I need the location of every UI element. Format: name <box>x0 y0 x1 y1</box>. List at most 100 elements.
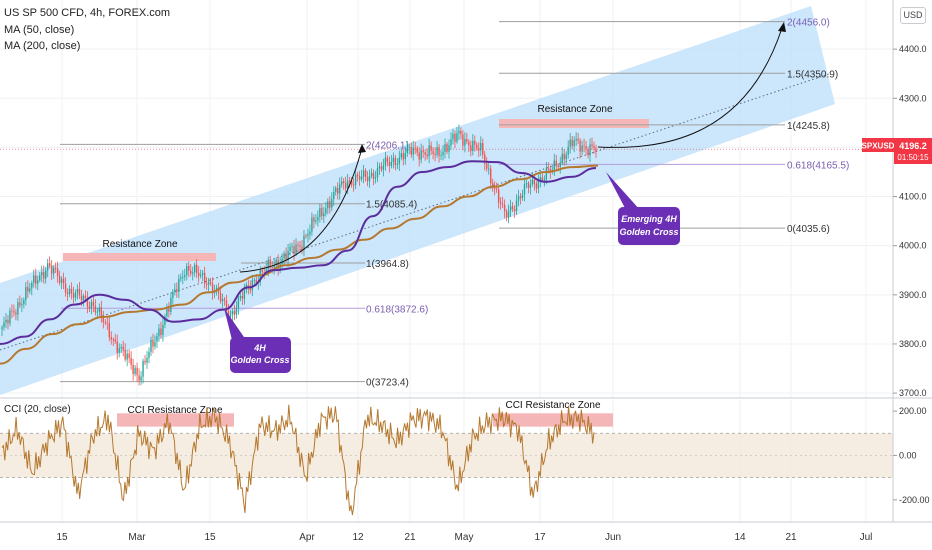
price-bar-body <box>120 346 122 349</box>
projection-curve-1 <box>239 147 363 273</box>
fib-upper-label: 0.618(4165.5) <box>787 160 849 171</box>
time-axis-label: Apr <box>299 532 315 543</box>
cci-axis-label: 200.00 <box>899 406 927 416</box>
golden-cross-callout <box>230 337 291 373</box>
fib-lower-label: 0(3723.4) <box>366 378 409 389</box>
price-bar-body <box>273 265 275 268</box>
price-bar-body <box>350 181 353 185</box>
price-bar-body <box>364 170 367 178</box>
price-bar-body <box>92 301 95 306</box>
price-bar-body <box>585 146 587 149</box>
price-bar-body <box>484 154 486 164</box>
price-bar-body <box>35 275 37 284</box>
price-bar-body <box>368 176 371 182</box>
cci-resistance-zone-2 <box>493 413 613 427</box>
price-bar-body <box>400 153 403 158</box>
price-bar-body <box>9 310 11 324</box>
price-bar-body <box>275 259 277 266</box>
time-axis-label: 21 <box>404 532 416 543</box>
price-bar-body <box>265 269 267 273</box>
fib-upper-label: 2(4456.0) <box>787 18 830 29</box>
price-bar-body <box>525 183 528 185</box>
price-bar-body <box>52 267 55 274</box>
price-bar-body <box>289 246 291 251</box>
price-bar-body <box>261 270 263 273</box>
price-bar-body <box>509 206 512 211</box>
fib-lower-label: 0.618(3872.6) <box>366 304 428 315</box>
time-axis-label: Mar <box>128 532 146 543</box>
price-bar-body <box>211 283 214 294</box>
price-bar-body <box>15 312 17 315</box>
price-bar-body <box>474 140 476 145</box>
ascending-channel <box>0 6 835 395</box>
price-bar-body <box>116 341 118 353</box>
price-bar-body <box>553 160 555 170</box>
price-bar-body <box>523 184 526 195</box>
price-bar-body <box>100 307 103 318</box>
price-badge-value: 4196.2 <box>899 141 927 151</box>
price-bar-body <box>583 145 585 147</box>
price-bar-body <box>372 172 375 179</box>
price-bar-body <box>309 231 311 235</box>
price-bar-body <box>543 179 546 181</box>
time-axis-label: 21 <box>785 532 797 543</box>
price-bar-body <box>132 364 134 375</box>
price-bar-body <box>329 201 331 208</box>
price-bar-body <box>98 307 101 312</box>
currency-button[interactable]: USD <box>900 7 926 24</box>
price-bar-body <box>472 140 474 152</box>
price-bar-body <box>561 153 563 163</box>
price-bar-body <box>114 339 116 342</box>
price-bar-body <box>539 177 542 181</box>
cci-resistance-zone-1 <box>117 413 234 427</box>
price-bar-body <box>358 176 361 180</box>
price-bar-body <box>436 147 438 155</box>
price-bar-body <box>513 208 516 211</box>
price-bar-body <box>229 314 232 318</box>
projection-arrowhead-1 <box>358 144 366 153</box>
price-bar-body <box>134 367 136 375</box>
price-bar-body <box>235 307 238 315</box>
resistance-zone-1 <box>63 253 216 261</box>
price-bar-body <box>595 148 597 152</box>
price-bar-body <box>7 319 9 324</box>
price-bar-body <box>156 336 158 342</box>
price-bar-body <box>31 282 33 289</box>
chart-title: US SP 500 CFD, 4h, FOREX.com <box>4 7 171 19</box>
price-bar-body <box>559 162 561 167</box>
price-bar-body <box>464 139 466 146</box>
golden-cross-pointer <box>224 308 246 340</box>
price-bar-body <box>428 145 430 157</box>
price-bar-body <box>96 311 99 313</box>
price-bar-body <box>499 202 502 204</box>
cci-axis-label: 0.00 <box>899 450 917 460</box>
price-bar-body <box>150 340 152 352</box>
price-bar-body <box>404 153 406 160</box>
price-bar-body <box>41 272 43 276</box>
price-bar-body <box>378 166 381 169</box>
price-bar-body <box>84 295 87 299</box>
price-bar-body <box>456 133 458 142</box>
price-bar-body <box>48 263 51 266</box>
price-bar-body <box>197 272 200 277</box>
price-bar-body <box>27 287 29 292</box>
price-bar-body <box>223 299 226 301</box>
price-bar-body <box>341 181 343 185</box>
price-bar-body <box>144 360 146 363</box>
price-bar-body <box>56 268 59 277</box>
time-axis-label: 17 <box>534 532 546 543</box>
fib-upper-label: 0(4035.6) <box>787 224 830 235</box>
price-bar-body <box>148 351 150 358</box>
resistance-zone-label-1: Resistance Zone <box>102 239 177 250</box>
price-bar-body <box>186 266 188 276</box>
price-bar-body <box>152 340 154 347</box>
price-bar-body <box>408 146 410 148</box>
price-bar-body <box>253 279 256 281</box>
price-bar-body <box>43 272 45 279</box>
time-axis-label: Jun <box>605 532 621 543</box>
resistance-zone-2 <box>499 119 649 128</box>
price-bar-body <box>182 276 184 278</box>
cci-legend: CCI (20, close) <box>4 404 71 415</box>
time-axis-label: May <box>455 532 474 543</box>
price-bar-body <box>354 174 357 185</box>
